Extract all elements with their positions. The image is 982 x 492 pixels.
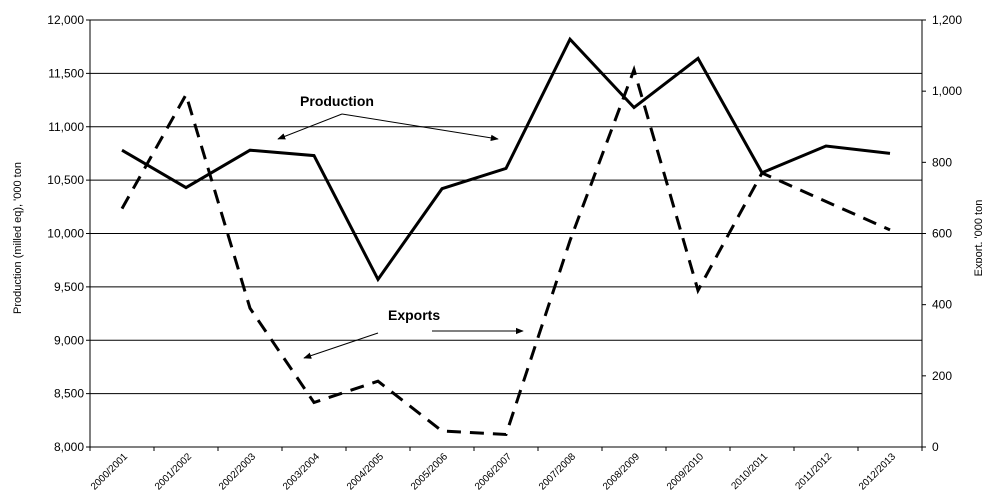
x-tick-label: 2007/2008 [537,451,579,492]
y2-tick-label: 400 [932,298,952,312]
x-tick-label: 2000/2001 [89,451,131,492]
production-arrow-right [341,113,499,142]
x-tick-label: 2010/2011 [729,451,770,492]
y2-tick-label: 600 [932,227,952,241]
x-tick-label: 2005/2006 [409,451,451,492]
x-tick-label: 2002/2003 [217,451,259,492]
y2-tick-label: 0 [932,440,939,454]
y-tick-labels: 8,000 8,500 9,000 9,500 10,000 10,500 11,000 11… [47,13,84,454]
x-tick-label: 2004/2005 [345,451,387,492]
y2-tick-labels: 0 200 400 600 800 1,000 1,200 [932,13,962,454]
annotations: Production Exports [277,93,524,359]
exports-arrow-left [303,332,379,359]
exports-annotation: Exports [388,307,440,323]
y-tick-label: 8,500 [54,387,84,401]
y-axis-label: Production (milled eq), '000 ton [12,162,24,314]
x-tick-label: 2003/2004 [281,451,323,492]
series-line-exports [120,65,891,437]
y-tick-label: 9,500 [54,280,84,294]
series-lines [120,36,891,437]
x-tick-label: 2009/2010 [665,451,707,492]
production-arrow-left [277,113,343,140]
y2-tick-label: 1,200 [932,13,962,27]
axes [86,19,926,451]
x-tick-label: 2006/2007 [473,451,515,492]
x-tick-label: 2001/2002 [153,451,195,492]
y-tick-label: 10,000 [47,227,84,241]
y-tick-label: 12,000 [47,13,84,27]
y-tick-label: 10,500 [47,173,84,187]
y-tick-label: 8,000 [54,440,84,454]
y2-tick-label: 800 [932,155,952,169]
series-line-production [121,36,891,283]
y2-tick-label: 200 [932,369,952,383]
y-tick-label: 11,500 [48,66,84,80]
y2-tick-label: 1,000 [932,84,962,98]
y-tick-label: 11,000 [48,120,84,134]
y-tick-label: 9,000 [54,333,84,347]
x-tick-label: 2012/2013 [857,451,899,492]
gridlines [90,19,922,395]
production-annotation: Production [300,93,374,109]
y2-axis-label: Export, '000 ton [973,200,982,277]
x-tick-label: 2008/2009 [601,451,643,492]
x-tick-label: 2011/2012 [793,451,834,492]
x-tick-labels: 2000/2001 2001/2002 2002/2003 2003/2004 2004… [89,451,899,492]
